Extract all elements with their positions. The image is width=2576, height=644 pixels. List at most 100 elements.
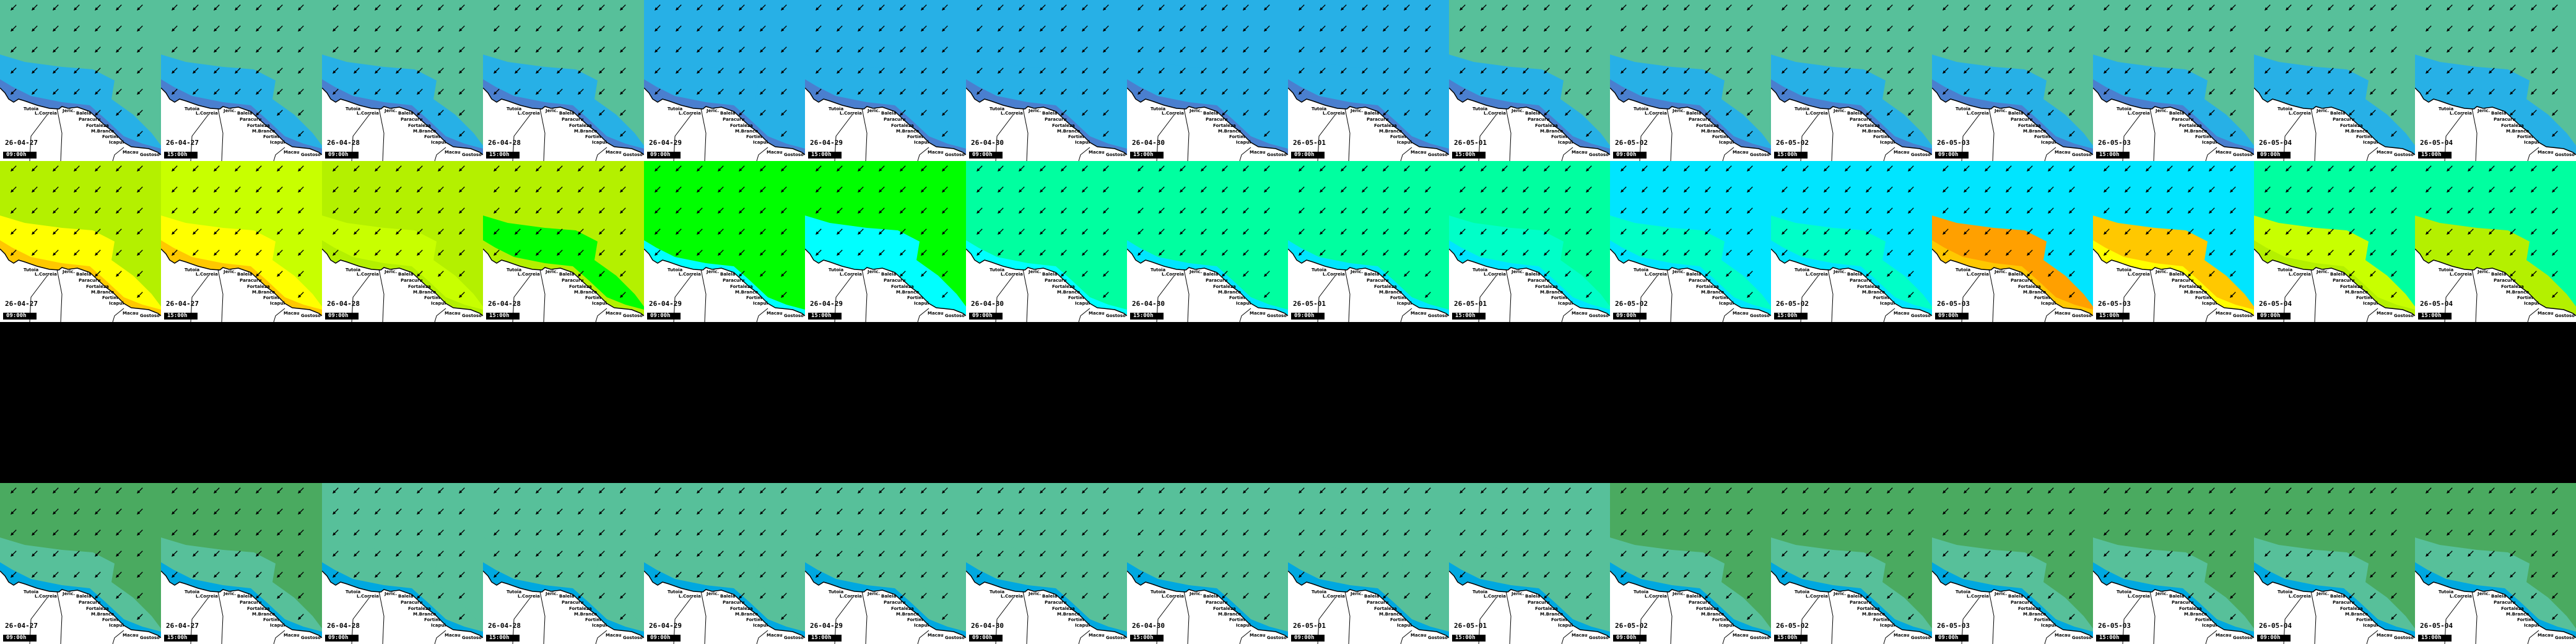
wind-arrow-icon (32, 25, 38, 32)
wind-arrow-icon (816, 487, 822, 494)
coastline (1610, 248, 1771, 316)
wind-arrow-icon (781, 529, 787, 536)
wind-arrow-icon (1040, 487, 1046, 494)
place-name-label: Paracuru (401, 117, 422, 122)
wind-arrow-icon (1201, 487, 1207, 494)
wind-arrow-icon (1103, 614, 1109, 620)
wind-zone-coast (1288, 240, 1449, 316)
wind-arrow-icon (900, 4, 906, 11)
place-name-label: Jeric. (1511, 108, 1524, 113)
forecast-time: 09:00h (1613, 635, 1647, 642)
wind-arrow-icon (396, 487, 402, 494)
wind-arrow-icon (781, 508, 787, 515)
map-tile: Tutoia L.Correia Jeric. Baleia Paracuru Forta… (483, 161, 644, 322)
place-name-label: L.Correia (2289, 272, 2311, 277)
place-name-label: Jeric. (1189, 269, 1202, 274)
wind-arrow-icon (459, 487, 465, 494)
place-name-label: Jeric. (2477, 591, 2490, 596)
place-name-label: Jeric. (1028, 108, 1041, 113)
wind-arrow-icon (578, 89, 584, 95)
wind-arrow-icon (599, 110, 605, 116)
place-name-label: Gostoso (1106, 635, 1126, 640)
wind-arrow-icon (95, 89, 101, 95)
place-name-label: Baleia (1042, 111, 1058, 116)
map-tile: Tutoia L.Correia Jeric. Baleia Paracuru Forta… (322, 0, 483, 161)
wind-arrow-icon (879, 4, 885, 11)
wind-arrow-icon (942, 487, 948, 494)
river-border-line (595, 147, 607, 161)
place-name-label: Fortaleza (1535, 123, 1558, 128)
wind-arrow-icon (1103, 67, 1109, 74)
coastline (1610, 87, 1771, 155)
forecast-date: 26-04-30 (1132, 622, 1165, 630)
wind-arrow-icon (816, 4, 822, 11)
river-border-line (1400, 308, 1412, 322)
wind-arrow-icon (620, 572, 626, 578)
coastline (2415, 87, 2576, 155)
place-name-label: Paracuru (2494, 278, 2515, 283)
place-name-label: M.Branco (252, 290, 275, 295)
place-name-label: L.Correia (35, 272, 57, 277)
river-border-line (1183, 269, 1190, 322)
place-name-label: Macau (1572, 311, 1588, 316)
coastline (1449, 248, 1610, 316)
coastline (1288, 248, 1449, 316)
place-name-label: M.Branco (1862, 129, 1885, 134)
place-name-label: Gostoso (784, 152, 804, 157)
wind-zone-coast (483, 240, 644, 316)
place-name-label: Fortim (2517, 295, 2533, 300)
place-name-label: Gostoso (1267, 313, 1287, 318)
coastline (966, 248, 1127, 316)
river-border-line (595, 308, 607, 322)
place-name-label: L.Correia (2450, 594, 2472, 599)
place-name-label: L.Correia (1645, 272, 1667, 277)
forecast-date: 26-04-28 (327, 139, 360, 147)
place-name-label: Fortaleza (1213, 606, 1236, 611)
wind-arrow-icon (1103, 110, 1109, 116)
place-name-label: L.Correia (679, 594, 701, 599)
place-name-label: Gostoso (2555, 313, 2575, 318)
map-tile: Tutoia L.Correia Jeric. Baleia Paracuru Forta… (966, 161, 1127, 322)
place-name-label: Paracuru (562, 600, 583, 605)
forecast-date: 26-04-29 (649, 622, 682, 630)
place-name-label: Paracuru (1045, 117, 1066, 122)
forecast-time: 09:00h (1291, 635, 1325, 642)
place-name-label: Jeric. (1994, 591, 2007, 596)
wind-arrow-icon (417, 487, 423, 494)
place-name-label: Baleia (2008, 272, 2024, 277)
wind-arrow-icon (354, 46, 360, 53)
place-name-label: Jeric. (1189, 108, 1202, 113)
forecast-time: 15:00h (164, 313, 198, 320)
place-name-label: Fortaleza (1374, 123, 1397, 128)
place-name-label: M.Branco (1057, 612, 1080, 617)
wind-arrow-icon (1019, 25, 1025, 32)
forecast-time: 09:00h (3, 152, 37, 159)
place-name-label: L.Correia (1162, 272, 1184, 277)
forecast-time: 09:00h (325, 313, 359, 320)
forecast-date: 26-04-28 (488, 622, 521, 630)
place-name-label: Jeric. (1028, 269, 1041, 274)
river-border-line (273, 308, 285, 322)
river-border-line (378, 591, 385, 644)
wind-arrow-icon (1019, 46, 1025, 53)
place-name-label: Icapui (753, 140, 768, 145)
forecast-time: 09:00h (969, 635, 1003, 642)
wind-arrow-icon (515, 4, 521, 11)
wind-arrow-icon (74, 508, 80, 515)
wind-arrow-icon (375, 67, 381, 74)
wind-arrow-icon (760, 487, 766, 494)
wind-arrow-icon (781, 4, 787, 11)
place-name-label: Tutoia (829, 590, 844, 594)
wind-arrow-icon (879, 89, 885, 95)
river-border-line (1505, 108, 1512, 161)
wind-arrow-icon (998, 529, 1004, 536)
place-name-label: Fortaleza (1052, 606, 1075, 611)
place-name-label: Fortim (1229, 617, 1245, 622)
coastline (1610, 570, 1771, 638)
wind-arrow-icon (1040, 508, 1046, 515)
